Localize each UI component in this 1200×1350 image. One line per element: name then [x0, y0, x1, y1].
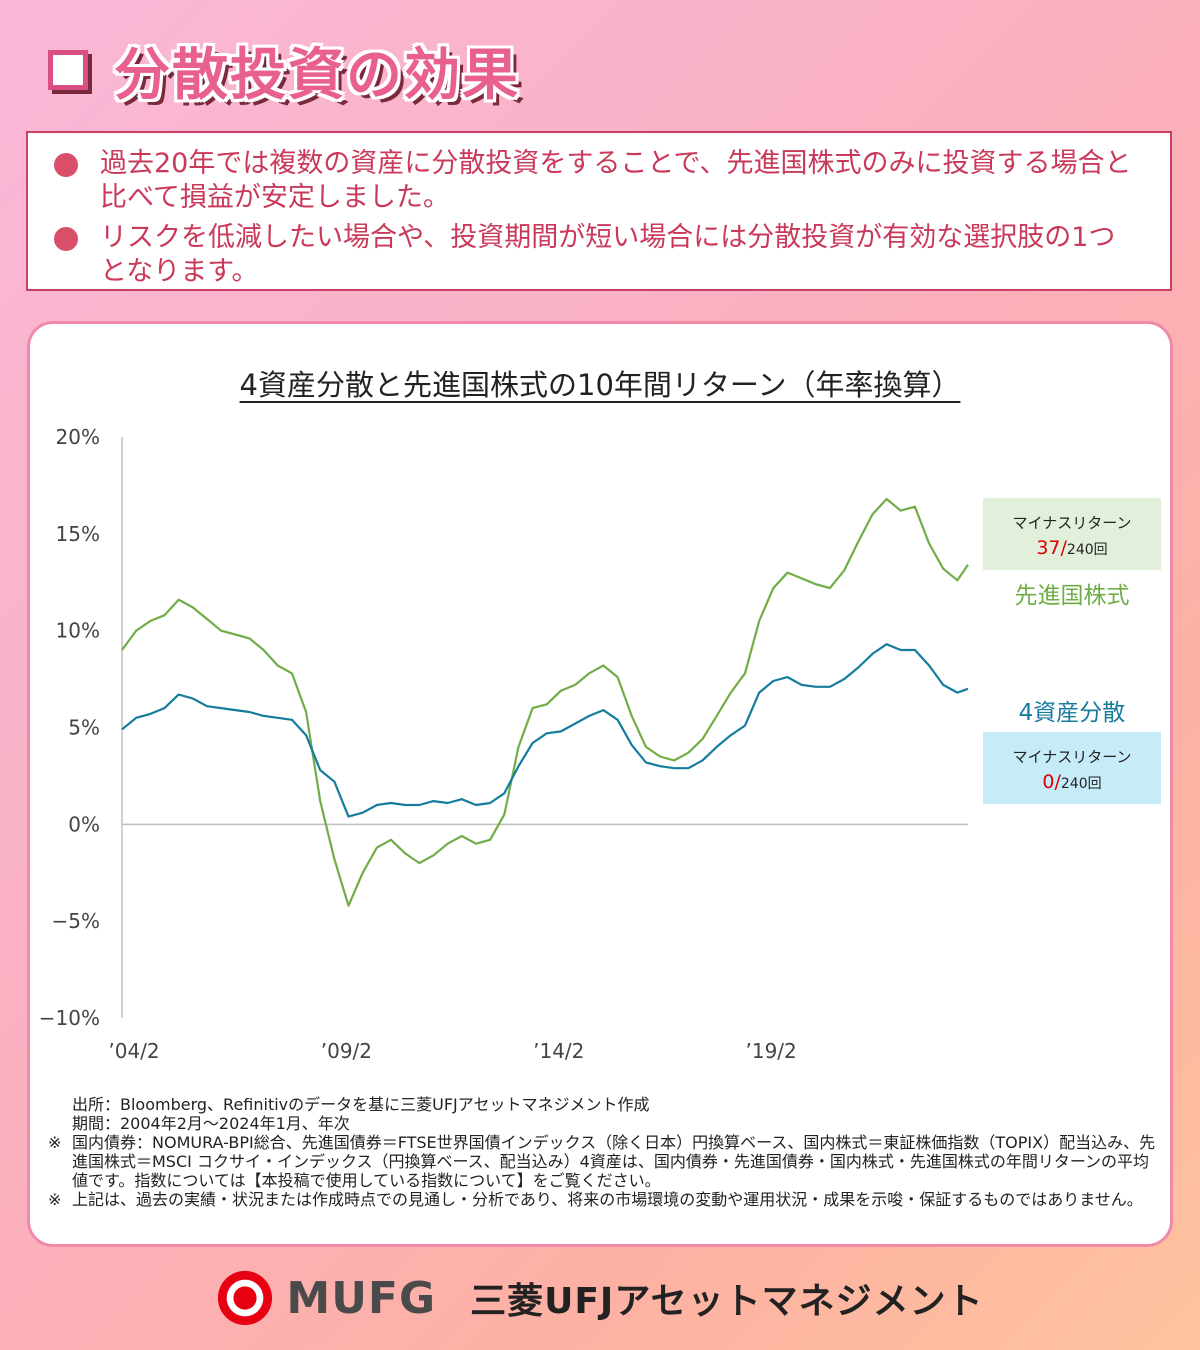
y-tick-label: 15% [56, 522, 100, 546]
footer: MUFG 三菱UFJアセットマネジメント [0, 1268, 1200, 1328]
footnote-mark: ※ [48, 1190, 62, 1209]
chart-card [27, 321, 1173, 1247]
minus-return-box [983, 498, 1161, 570]
bullet-dot-icon [54, 153, 78, 177]
line-chart: 20% 15% 10% 5% 0% −5% −10% ’04/2 ’09/2 ’14/2 ’19/2… [39, 425, 1161, 1063]
minus-return-count: 37/240回 [1036, 537, 1107, 559]
summary-text: 過去20年では複数の資産に分散投資をすることで、先進国株式のみに投資する場合と比… [100, 148, 1132, 213]
y-tick-label: −10% [39, 1006, 100, 1030]
summary-text: リスクを低減したい場合や、投資期間が短い場合には分散投資が有効な選択肢の1つとな… [100, 222, 1116, 287]
notes: 出所：Bloomberg、Refinitivのデータを基に三菱UFJアセットマネ… [48, 1095, 1163, 1209]
summary-item: リスクを低減したい場合や、投資期間が短い場合には分散投資が有効な選択肢の1つとな… [54, 221, 1142, 289]
minus-return-box [983, 732, 1161, 804]
chart-title: 4資産分散と先進国株式の10年間リターン（年率換算） [239, 368, 961, 402]
bullet-dot-icon [54, 227, 78, 251]
period-note: 期間：2004年2月～2024年1月、年次 [72, 1114, 350, 1133]
footnote-text: 上記は、過去の実績・状況または作成時点での見通し・分析であり、将来の市場環境の変… [72, 1190, 1143, 1209]
footnote: ※ 上記は、過去の実績・状況または作成時点での見通し・分析であり、将来の市場環境… [48, 1190, 1163, 1209]
page-title: 分散投資の効果 [114, 42, 520, 108]
minus-return-label: マイナスリターン [1013, 514, 1132, 532]
minus-return-count: 0/240回 [1042, 771, 1101, 793]
y-tick-label: 0% [68, 812, 100, 836]
summary-item: 過去20年では複数の資産に分散投資をすることで、先進国株式のみに投資する場合と比… [54, 147, 1142, 215]
series-line [121, 643, 969, 818]
footnote-text: 国内債券：NOMURA-BPI総合、先進国債券＝FTSE世界国債インデックス（除… [72, 1133, 1156, 1190]
page-header: 分散投資の効果 [48, 30, 520, 110]
summary-box: 過去20年では複数の資産に分散投資をすることで、先進国株式のみに投資する場合と比… [26, 131, 1172, 291]
company-name: 三菱UFJアセットマネジメント [470, 1281, 984, 1322]
minus-return-label: マイナスリターン [1013, 748, 1132, 766]
y-tick-label: −5% [52, 909, 101, 933]
series-label: 先進国株式 [1015, 583, 1130, 609]
x-tick-label: ’14/2 [533, 1039, 584, 1063]
x-tick-label: ’19/2 [746, 1039, 797, 1063]
series-line [121, 497, 969, 907]
mufg-logo-icon [218, 1270, 273, 1326]
x-tick-label: ’04/2 [108, 1039, 159, 1063]
y-tick-label: 10% [56, 619, 100, 643]
y-tick-label: 5% [68, 716, 100, 740]
mufg-wordmark: MUFG [286, 1272, 437, 1324]
source-note: 出所：Bloomberg、Refinitivのデータを基に三菱UFJアセットマネ… [72, 1095, 650, 1114]
footnote: ※ 国内債券：NOMURA-BPI総合、先進国債券＝FTSE世界国債インデックス… [48, 1133, 1163, 1190]
series-label: 4資産分散 [1019, 700, 1126, 726]
y-tick-label: 20% [56, 425, 100, 449]
square-bullet-icon [48, 50, 88, 90]
footnote-mark: ※ [48, 1133, 62, 1152]
x-tick-label: ’09/2 [321, 1039, 372, 1063]
